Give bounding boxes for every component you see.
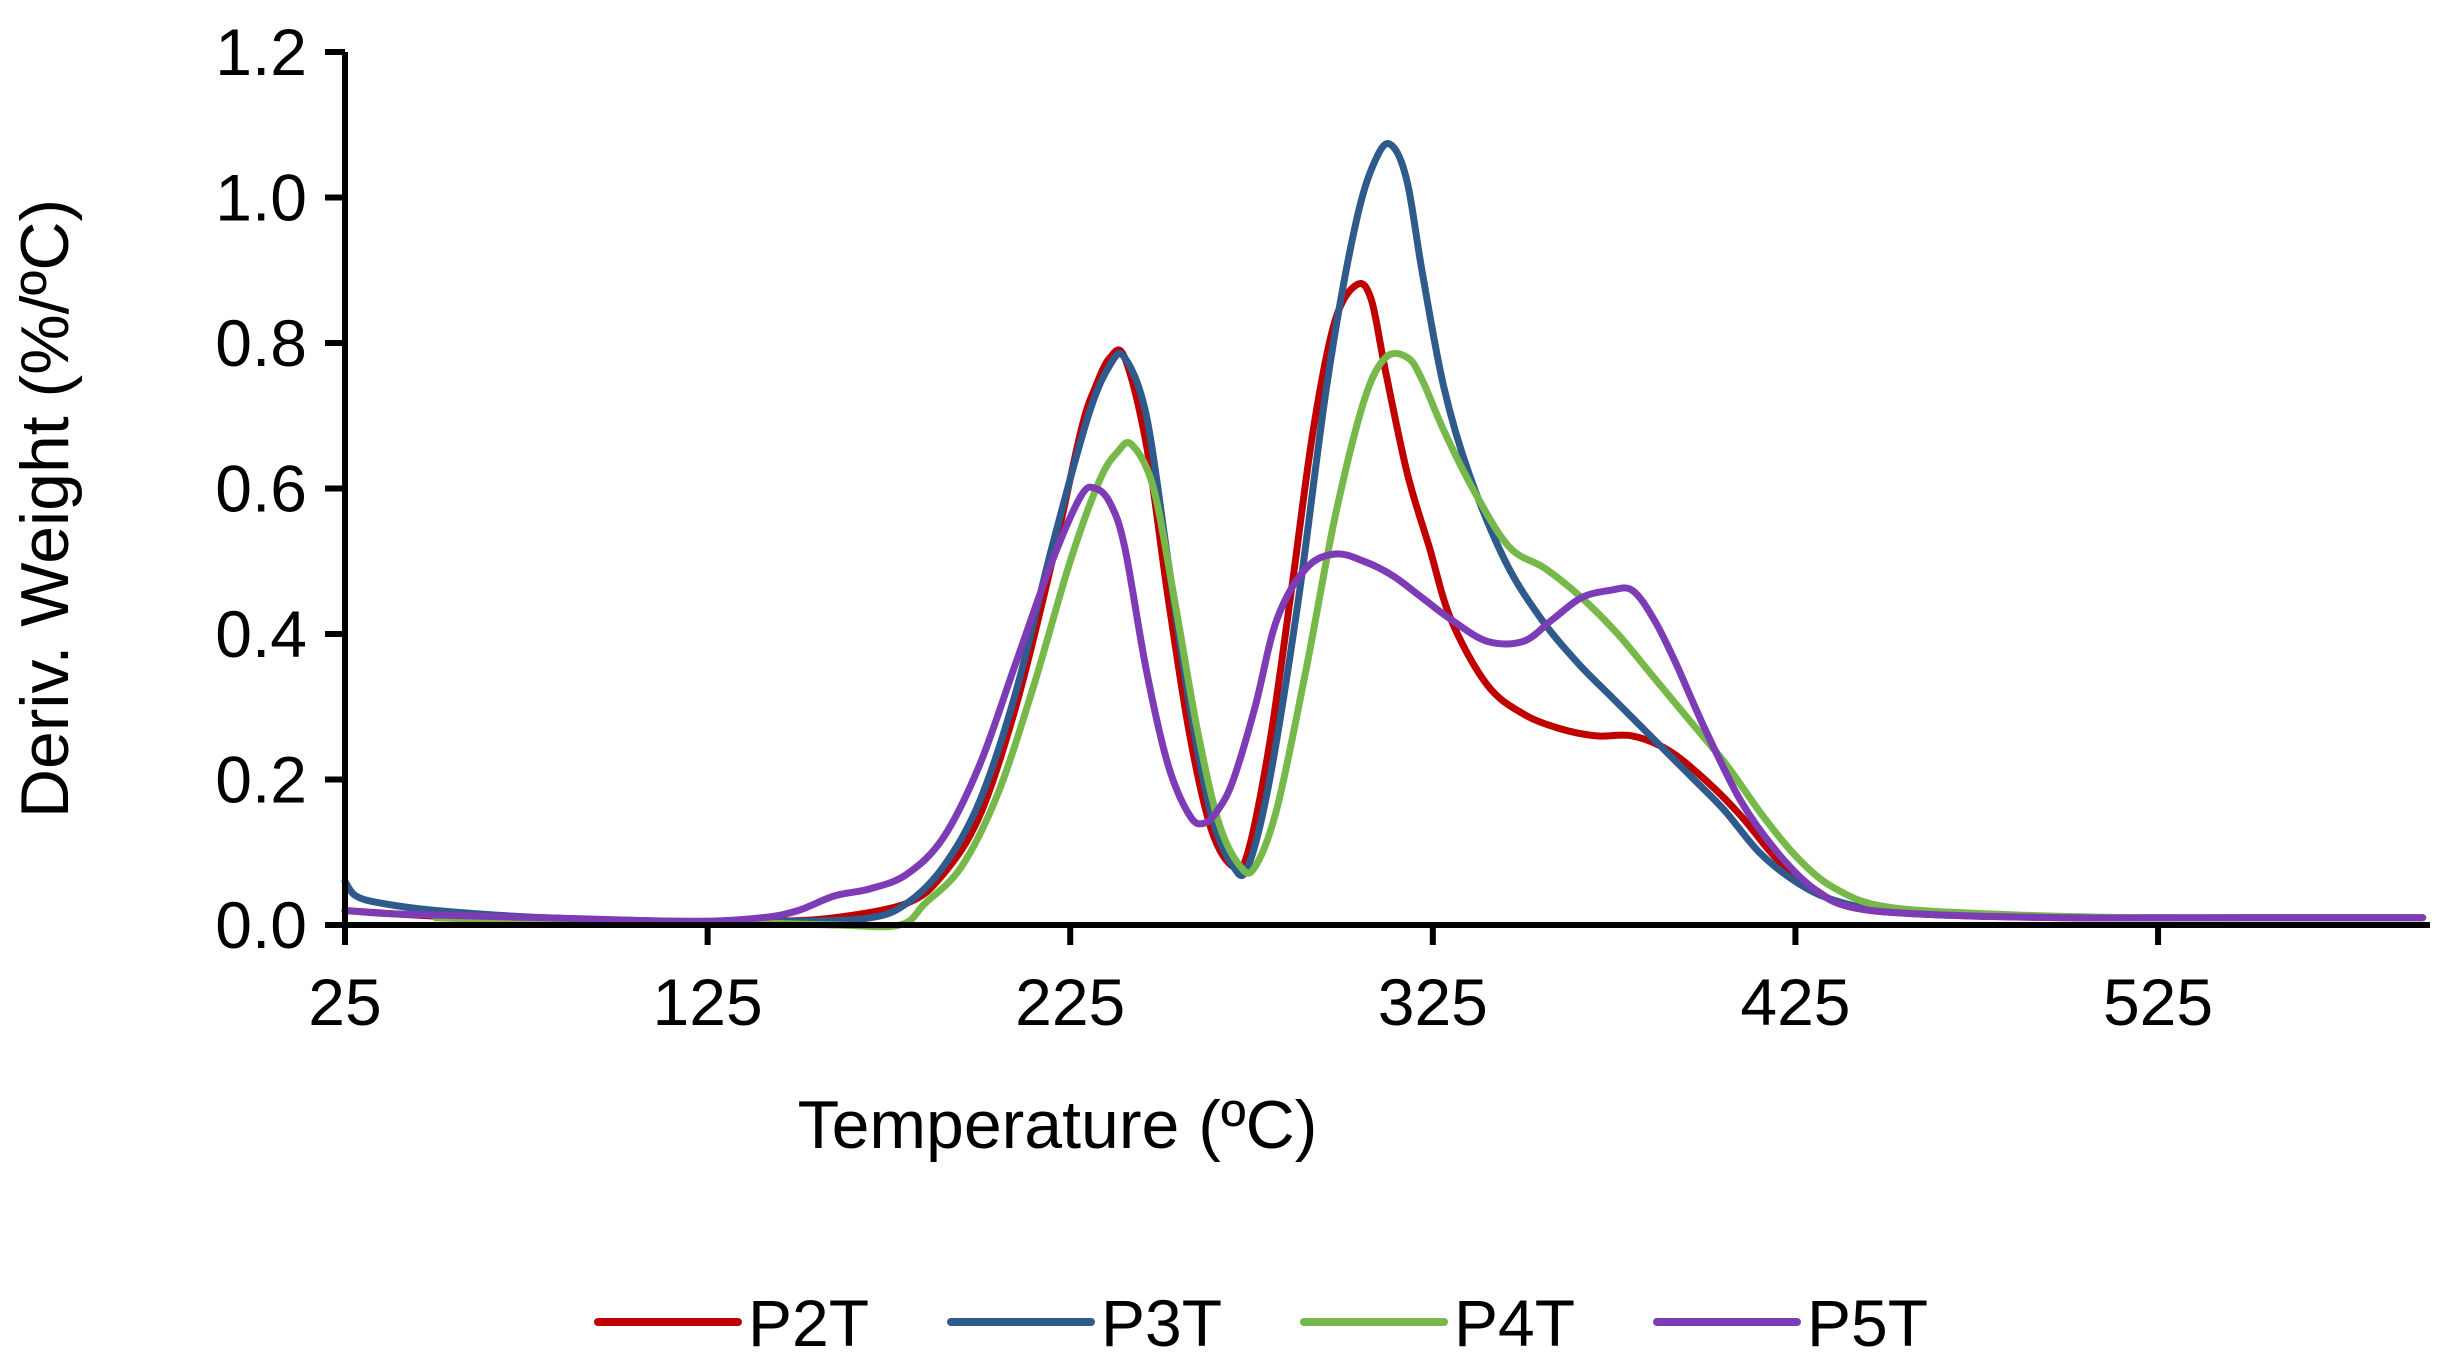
x-axis-ticks: 25 125 225 325 425 525 bbox=[308, 925, 2213, 1039]
y-tick-label: 0.8 bbox=[215, 306, 307, 380]
y-axis-ticks: 0.0 0.2 0.4 0.6 0.8 1.0 1.2 bbox=[215, 15, 345, 962]
legend-label-p3t: P3T bbox=[1101, 1286, 1222, 1360]
legend-label-p4t: P4T bbox=[1454, 1286, 1575, 1360]
legend: P2T P3T P4T P5T bbox=[594, 1286, 1928, 1360]
y-tick-label: 1.2 bbox=[215, 15, 307, 89]
legend-label-p5t: P5T bbox=[1807, 1286, 1928, 1360]
x-tick-label: 25 bbox=[308, 965, 381, 1039]
x-tick-label: 525 bbox=[2103, 965, 2213, 1039]
y-axis-title: Deriv. Weight (%/ºC) bbox=[7, 199, 83, 818]
series-line-p4t bbox=[432, 349, 2427, 931]
legend-label-p2t: P2T bbox=[748, 1286, 869, 1360]
y-tick-label: 0.0 bbox=[215, 888, 307, 962]
series-line-p5t bbox=[341, 483, 2427, 925]
x-tick-label: 225 bbox=[1015, 965, 1125, 1039]
x-tick-label: 325 bbox=[1378, 965, 1488, 1039]
series-line-p3t bbox=[341, 140, 2427, 926]
x-tick-label: 425 bbox=[1740, 965, 1850, 1039]
x-axis-title: Temperature (ºC) bbox=[798, 1087, 1318, 1163]
y-tick-label: 0.4 bbox=[215, 597, 307, 671]
series-group bbox=[341, 140, 2427, 931]
series-line-p2t bbox=[341, 280, 2427, 926]
y-tick-label: 0.6 bbox=[215, 452, 307, 526]
x-tick-label: 125 bbox=[653, 965, 763, 1039]
y-tick-label: 0.2 bbox=[215, 743, 307, 817]
y-tick-label: 1.0 bbox=[215, 161, 307, 235]
